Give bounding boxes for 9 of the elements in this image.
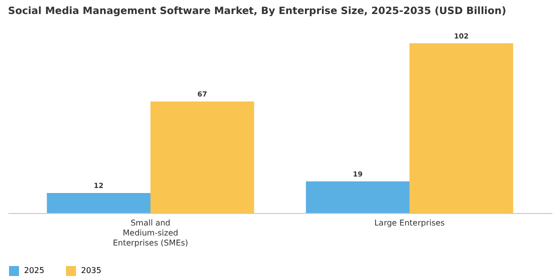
bar	[46, 193, 150, 213]
chart-title: Social Media Management Software Market, By Enterprise Size, 2025-2035 (USD Billion)	[8, 6, 506, 17]
legend-label: 2025	[24, 266, 44, 275]
bar	[306, 181, 410, 213]
bar	[150, 102, 254, 213]
x-tick-label: Small and Medium-sized Enterprises (SMEs)	[112, 218, 188, 248]
legend-label: 2035	[81, 266, 102, 275]
bar	[410, 43, 514, 213]
x-tick-label: Large Enterprises	[374, 218, 445, 228]
